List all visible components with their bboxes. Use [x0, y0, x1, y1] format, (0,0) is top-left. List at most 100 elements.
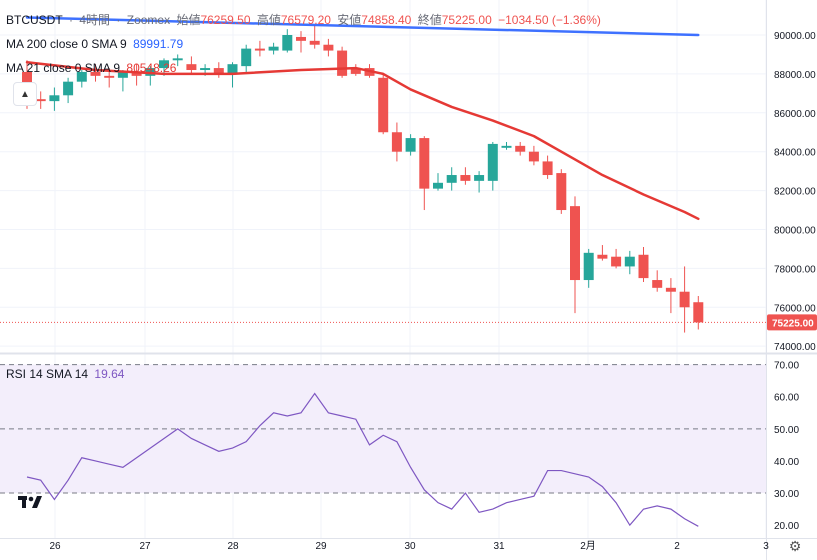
price-tick-label: 78000.00: [774, 264, 816, 275]
candle-body: [405, 138, 416, 152]
chevron-up-icon: ▲: [20, 88, 30, 100]
candle-body: [665, 287, 676, 292]
candle: [611, 248, 622, 269]
sep-2: ·: [116, 13, 121, 27]
candle-body: [268, 46, 279, 51]
current-price-label: 75225.00: [772, 318, 814, 329]
symbol-label[interactable]: BTCUSDT: [6, 13, 63, 27]
candle: [323, 38, 334, 57]
rsi-tick-label: 50.00: [774, 425, 799, 436]
candle-body: [378, 77, 389, 133]
candle: [515, 141, 526, 156]
candle-body: [309, 40, 320, 45]
candle-body: [337, 50, 348, 76]
close-label: 終値: [417, 13, 442, 27]
candle: [474, 171, 485, 193]
candle: [583, 248, 594, 288]
ma21-legend[interactable]: MA 21 close 0 SMA 9 80548.26: [6, 61, 179, 75]
candle-body: [200, 68, 211, 71]
rsi-tick-label: 20.00: [774, 521, 799, 532]
open-value: 76259.50: [200, 13, 251, 27]
candle: [624, 250, 635, 275]
candle-body: [542, 161, 553, 176]
tradingview-logo[interactable]: [18, 494, 44, 515]
price-tick-label: 88000.00: [774, 70, 816, 81]
time-tick-label: 3: [763, 541, 769, 552]
moving-average-lines: [25, 16, 700, 221]
ma21-line: [25, 60, 700, 221]
high-value: 76579.20: [280, 13, 331, 27]
price-tick-label: 74000.00: [774, 342, 816, 353]
candle-body: [90, 71, 101, 76]
interval-label[interactable]: 4時間: [79, 13, 111, 27]
price-tick-label: 76000.00: [774, 303, 816, 314]
rsi-tick-label: 60.00: [774, 393, 799, 404]
candle-body: [104, 75, 115, 78]
candle-body: [570, 206, 580, 281]
candle: [350, 64, 361, 76]
candle: [35, 91, 46, 109]
candle-body: [446, 175, 457, 183]
price-tick-label: 84000.00: [774, 148, 816, 159]
candle: [282, 29, 293, 53]
change-value: −1034.50 (−1.36%): [498, 13, 601, 27]
time-tick-label: 26: [49, 541, 61, 552]
candle: [391, 122, 402, 162]
candle: [213, 62, 224, 78]
rsi-line: [26, 392, 699, 527]
candle: [241, 44, 252, 72]
ma200-line: [25, 16, 700, 37]
candle-body: [159, 60, 169, 69]
candle: [337, 46, 348, 78]
rsi-tick-label: 70.00: [774, 361, 799, 372]
candle: [378, 73, 389, 135]
candle: [254, 40, 265, 57]
candle: [296, 31, 306, 53]
price-tick-label: 90000.00: [774, 31, 816, 42]
main-legend: BTCUSDT · 4時間 · Zoomex 始値76259.50 高値7657…: [6, 11, 604, 28]
candle: [460, 167, 471, 185]
time-tick-label: 30: [404, 541, 416, 552]
candle-body: [296, 36, 306, 41]
candle-body: [172, 58, 183, 61]
candle-body: [652, 280, 663, 288]
price-tick-label: 86000.00: [774, 109, 816, 120]
candle: [679, 266, 690, 333]
candle: [433, 173, 443, 191]
open-label: 始値: [176, 13, 201, 27]
candle: [90, 64, 101, 82]
candle-body: [241, 48, 252, 67]
ma21-value: 80548.26: [126, 61, 177, 75]
time-axis: 26 27 28 29 30 31 2月 2 3: [49, 540, 769, 552]
candle: [268, 42, 279, 55]
candlestick-series: [22, 25, 704, 333]
rsi-legend[interactable]: RSI 14 SMA 14 19.64: [6, 367, 127, 381]
gear-icon[interactable]: ⚙: [788, 537, 802, 554]
rsi-tick-label: 40.00: [774, 457, 799, 468]
current-price-badge: [767, 314, 817, 331]
candle-body: [528, 151, 539, 162]
candle-body: [35, 99, 46, 102]
candle-body: [487, 143, 498, 181]
candle-body: [186, 64, 197, 71]
ma200-legend[interactable]: MA 200 close 0 SMA 9 89991.79: [6, 37, 186, 51]
rsi-panel: [0, 364, 766, 527]
candle: [63, 77, 74, 104]
collapse-legend-button[interactable]: ▲: [13, 82, 37, 106]
candle-body: [611, 256, 622, 267]
candle: [186, 56, 197, 74]
candle-body: [227, 64, 238, 74]
candle: [172, 54, 183, 67]
candle-body: [460, 175, 471, 181]
candle-body: [131, 71, 142, 76]
ma21-label: MA 21 close 0 SMA 9: [6, 61, 121, 75]
time-tick-label: 28: [227, 541, 239, 552]
candle-body: [117, 71, 128, 78]
ma200-label: MA 200 close 0 SMA 9: [6, 37, 127, 51]
low-value: 74858.40: [361, 13, 412, 27]
candle-body: [213, 68, 224, 74]
candle: [501, 141, 512, 150]
candle: [638, 246, 649, 282]
candle: [309, 25, 320, 49]
candle-body: [501, 145, 512, 148]
